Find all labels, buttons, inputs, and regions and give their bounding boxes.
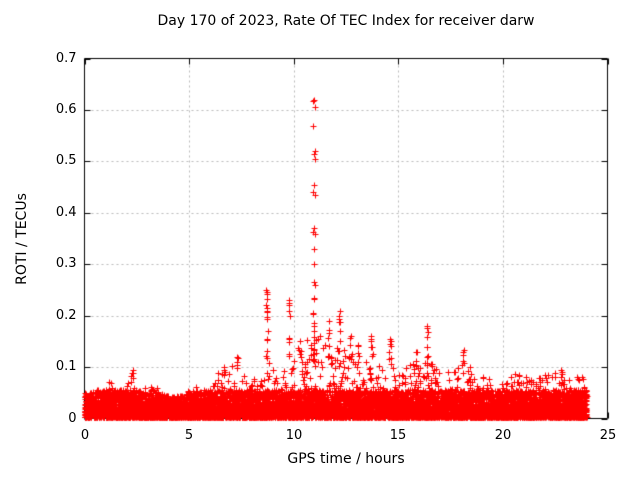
y-tick-label: 0.4 <box>55 205 77 220</box>
y-tick-label: 0.2 <box>55 308 77 323</box>
x-tick-label: 25 <box>599 427 617 443</box>
chart-title: Day 170 of 2023, Rate Of TEC Index for r… <box>157 13 535 29</box>
x-tick-label: 20 <box>494 427 512 443</box>
x-tick-label: 10 <box>285 427 303 443</box>
y-tick-label: 0.5 <box>55 153 77 168</box>
y-tick-label: 0 <box>68 411 77 426</box>
x-tick-label: 15 <box>389 427 407 443</box>
y-tick-label: 0.6 <box>55 102 77 117</box>
x-tick-label: 0 <box>80 427 90 443</box>
x-tick-label: 5 <box>184 427 194 443</box>
y-axis-label: ROTI / TECUs <box>14 193 30 285</box>
y-tick-label: 0.3 <box>55 256 77 271</box>
y-tick-label: 0.7 <box>55 51 77 66</box>
x-axis-label: GPS time / hours <box>287 451 405 467</box>
y-tick-label: 0.1 <box>55 359 77 374</box>
